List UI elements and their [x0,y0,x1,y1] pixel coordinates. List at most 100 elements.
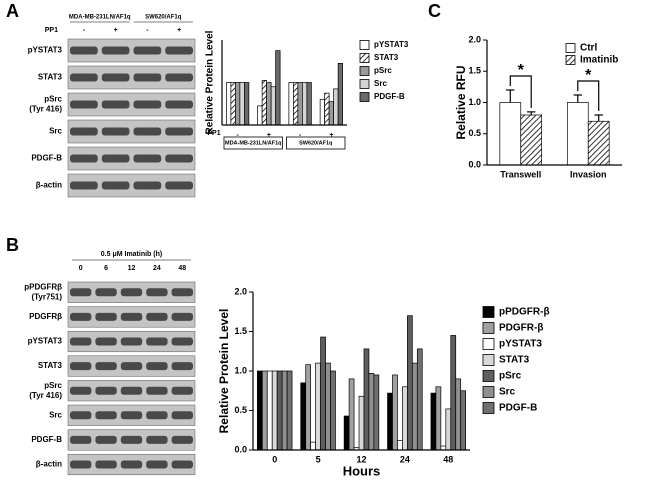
blot-band [70,460,92,469]
blot-band [70,127,98,136]
bar [333,88,339,126]
blot-band [70,288,92,297]
legend-label: pSrc [374,66,392,75]
bar [315,362,321,451]
row-label: STAT3 [38,361,63,370]
bar [392,374,398,451]
row-label: Src [49,127,62,136]
group-box [286,136,346,150]
bar [286,370,293,451]
blot-band [146,288,168,297]
y-tick-label: 1.5 [234,326,247,336]
blot-band [133,46,162,55]
y-tick-label: 0.5 [468,128,481,138]
y-tick-label: 0.5 [234,405,247,415]
bar [306,82,312,126]
blot-band [101,100,130,109]
legend-swatch [359,66,370,76]
bar [257,105,263,126]
blot-band [146,386,168,395]
bar [397,440,403,451]
bar [302,82,308,126]
row-label: (Tyr 416) [29,391,62,400]
bar [300,382,307,451]
x-tick-label: 5 [316,454,321,464]
x-tick-label: + [267,132,271,139]
legend-label: PDGF-B [499,403,537,414]
blot-band [70,46,98,55]
blot-band [95,362,117,371]
lane-label: + [177,27,181,34]
legend-swatch [482,322,495,334]
bar [305,364,312,451]
bar [244,82,250,126]
legend-label: STAT3 [499,355,530,366]
blot-band [95,460,117,469]
x-tick-label: 0 [272,454,277,464]
blot-band [70,312,92,321]
row-label: β-actin [36,181,62,190]
y-tick-label: 2.0 [468,34,481,44]
bar [281,370,288,451]
blot-band [95,435,117,444]
row-label: (Tyr 416) [29,105,62,114]
legend-swatch [482,354,495,366]
y-tick-label: 1.5 [468,66,481,76]
row-label: Src [49,410,62,419]
blot-band [171,337,193,346]
bar [566,102,589,166]
row-label: PDGF-B [31,435,62,444]
blot-band [120,386,143,395]
legend-swatch [359,79,370,89]
bar [261,370,268,451]
cell-line-label: SW620/AF1q [145,15,182,21]
legend-swatch [482,370,495,382]
blot-band [70,386,92,395]
row-label: pYSTAT3 [28,46,63,55]
blot-band [171,435,193,444]
group-label: MDA-MB-231LN/AF1q [225,140,282,146]
bar [402,386,408,451]
y-tick-label: 1.0 [468,97,481,107]
blot-band [101,46,130,55]
blot-band [146,362,168,371]
bar [411,362,418,451]
bar [358,395,365,451]
blot-strip [67,173,196,198]
group-box [223,136,283,150]
blot-band [133,73,162,82]
bar [343,415,350,451]
bar [445,408,452,451]
blot-band [70,337,92,346]
blot-strip [67,92,196,117]
bar [363,348,370,451]
bar [416,348,423,451]
blot-band [70,181,98,190]
lane-label: 24 [153,265,161,272]
blot-band [171,288,193,297]
blot-band [146,435,168,444]
legend-label: PDGF-B [374,92,405,101]
bar [320,336,326,451]
blot-band [95,312,117,321]
blot-band [95,411,117,420]
bar [407,315,413,451]
blot-band [171,312,193,321]
y-tick-label: 0.0 [234,444,247,454]
blot-band [165,127,193,136]
bar [328,101,334,126]
blot-band [165,100,193,109]
row-label: pSrc [44,95,62,104]
blot-band [70,362,92,371]
blot-band [70,435,92,444]
bar [276,370,283,451]
blot-band [101,127,130,136]
blot-band [120,312,143,321]
blot-band [101,181,130,190]
panel-label: A [6,1,19,21]
lane-label: 0 [79,265,83,272]
legend-label: Src [499,387,516,398]
x-tick-label: - [299,132,302,139]
bar [368,373,375,451]
